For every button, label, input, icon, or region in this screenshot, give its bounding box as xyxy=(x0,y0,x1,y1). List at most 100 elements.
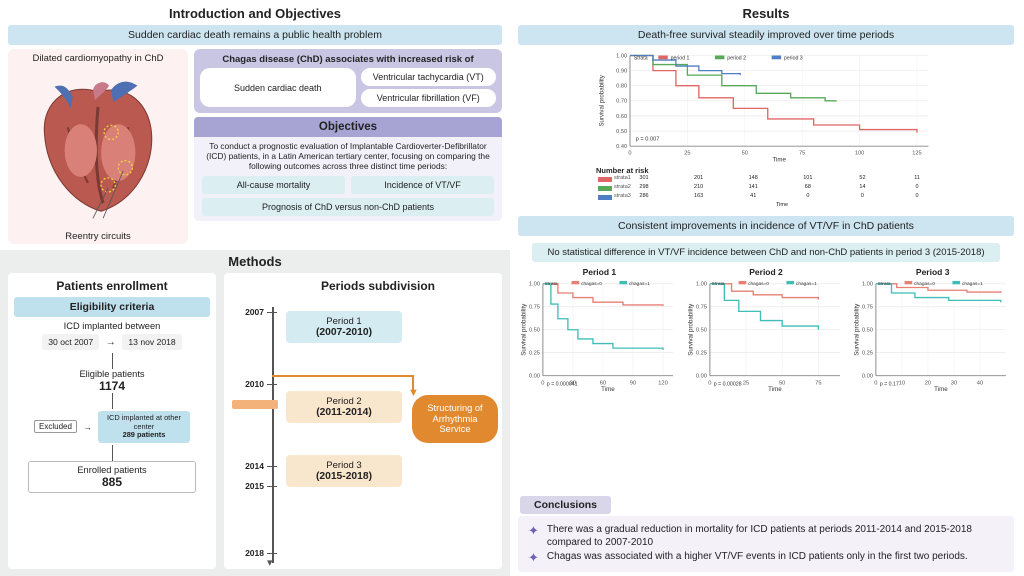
period-3-label: Period 3 xyxy=(326,460,361,471)
panel-title: Period 1 xyxy=(518,267,681,277)
risk-row: strata13012011481015211 xyxy=(596,175,936,184)
km-survival-plot: 0.400.500.600.700.800.901.00025507510012… xyxy=(596,49,936,164)
intro-right-stack: Chagas disease (ChD) associates with inc… xyxy=(194,49,502,244)
svg-text:Survival probability: Survival probability xyxy=(854,303,861,356)
heart-card: Dilated cardiomyopathy in ChD xyxy=(8,49,188,244)
periods-card: Periods subdivision 20072010201120142015… xyxy=(224,273,502,569)
methods-section: Methods Patients enrollment Eligibility … xyxy=(0,250,510,576)
period-3-range: (2015-2018) xyxy=(292,471,396,482)
svg-text:1.00: 1.00 xyxy=(616,53,627,59)
period-2-label: Period 2 xyxy=(326,396,361,407)
periods-title: Periods subdivision xyxy=(260,279,496,293)
timeline-year: 2015 xyxy=(245,481,264,491)
svg-text:0: 0 xyxy=(628,151,631,157)
obj-pill-mortality: All-cause mortality xyxy=(202,176,345,194)
excluded-reason: ICD implanted at other center xyxy=(103,414,185,431)
date-from: 30 oct 2007 xyxy=(42,334,99,350)
svg-text:Time: Time xyxy=(768,386,782,393)
period-2-range: (2011-2014) xyxy=(292,407,396,418)
left-column: Introduction and Objectives Sudden cardi… xyxy=(0,0,510,576)
svg-text:p = 0.17: p = 0.17 xyxy=(880,381,899,387)
number-at-risk-block: Number at risk strata13012011481015211st… xyxy=(596,166,936,212)
intro-objectives-section: Introduction and Objectives Sudden cardi… xyxy=(0,0,510,250)
km-panel: Period 20.000.250.500.751.000255075TimeS… xyxy=(685,267,848,395)
objectives-text: To conduct a prognostic evaluation of Im… xyxy=(194,137,502,176)
km-three-panels: Period 10.000.250.500.751.000306090120Ti… xyxy=(518,267,1014,395)
conclusions-header: Conclusions xyxy=(520,496,611,514)
obj-pill-vtvf: Incidence of VT/VF xyxy=(351,176,494,194)
svg-text:10: 10 xyxy=(899,380,905,386)
timeline-year: 2018 xyxy=(245,548,264,558)
results-banner-3: No statistical difference in VT/VF incid… xyxy=(532,243,1000,262)
heart-caption-bottom: Reentry circuits xyxy=(65,231,130,242)
service-box-text: Structuring of Arrhythmia Service xyxy=(427,403,482,434)
svg-text:0.40: 0.40 xyxy=(616,144,627,150)
svg-text:1.00: 1.00 xyxy=(696,282,707,288)
sparkle-icon: ✦ xyxy=(528,524,539,549)
svg-text:0.00: 0.00 xyxy=(529,374,540,380)
km-panel: Period 10.000.250.500.751.000306090120Ti… xyxy=(518,267,681,395)
risk-label: Number at risk xyxy=(596,166,936,175)
risk-pill-scd: Sudden cardiac death xyxy=(200,68,356,107)
excluded-card: ICD implanted at other center 289 patien… xyxy=(98,411,190,443)
arrow-right-icon: → xyxy=(83,422,92,432)
chd-risk-card: Chagas disease (ChD) associates with inc… xyxy=(194,49,502,113)
svg-text:50: 50 xyxy=(742,151,748,157)
km-panel: Period 30.000.250.500.751.00010203040Tim… xyxy=(851,267,1014,395)
svg-text:Survival probability: Survival probability xyxy=(599,74,606,126)
svg-text:0.00: 0.00 xyxy=(696,374,707,380)
conclusions-section: Conclusions ✦ There was a gradual reducti… xyxy=(518,496,1014,572)
svg-text:chagas=0: chagas=0 xyxy=(914,281,935,287)
enroll-title: Patients enrollment xyxy=(14,279,210,293)
objectives-header: Objectives xyxy=(194,117,502,137)
svg-text:0.25: 0.25 xyxy=(696,351,707,357)
conclusion-text: There was a gradual reduction in mortali… xyxy=(547,524,1004,549)
risk-pill-vt: Ventricular tachycardia (VT) xyxy=(361,68,497,86)
panel-title: Period 2 xyxy=(685,267,848,277)
results-title: Results xyxy=(518,6,1014,21)
svg-text:100: 100 xyxy=(855,151,864,157)
svg-text:0.75: 0.75 xyxy=(862,305,873,311)
sparkle-icon: ✦ xyxy=(528,551,539,564)
conclusion-item: ✦ There was a gradual reduction in mortal… xyxy=(528,524,1004,549)
svg-text:chagas=1: chagas=1 xyxy=(962,281,983,287)
eligible-metric: Eligible patients 1174 xyxy=(14,369,210,393)
timeline-year: 2007 xyxy=(245,307,264,317)
svg-text:period 1: period 1 xyxy=(671,55,690,61)
methods-title: Methods xyxy=(8,254,502,269)
intro-title: Introduction and Objectives xyxy=(8,6,502,21)
enrolled-n: 885 xyxy=(29,475,195,489)
enrollment-card: Patients enrollment Eligibility criteria… xyxy=(8,273,216,569)
svg-text:0.25: 0.25 xyxy=(862,351,873,357)
period-2-box: Period 2 (2011-2014) xyxy=(286,391,402,423)
conclusion-text: Chagas was associated with a higher VT/V… xyxy=(547,551,968,564)
svg-text:period 3: period 3 xyxy=(784,55,803,61)
svg-text:Time: Time xyxy=(601,386,615,393)
svg-text:0.75: 0.75 xyxy=(696,305,707,311)
period-1-box: Period 1 (2007-2010) xyxy=(286,311,402,343)
svg-text:chagas=1: chagas=1 xyxy=(629,281,650,287)
results-banner-1: Death-free survival steadily improved ov… xyxy=(518,25,1014,45)
svg-text:0.70: 0.70 xyxy=(616,99,627,105)
svg-text:125: 125 xyxy=(912,151,921,157)
svg-text:0.50: 0.50 xyxy=(696,328,707,334)
svg-text:p = 0.007: p = 0.007 xyxy=(636,137,660,143)
svg-text:0: 0 xyxy=(541,380,544,386)
chd-risk-header: Chagas disease (ChD) associates with inc… xyxy=(200,54,496,65)
eligible-label: Eligible patients xyxy=(79,369,144,379)
timeline-year: 2010 xyxy=(245,379,264,389)
svg-text:0.50: 0.50 xyxy=(616,129,627,135)
svg-text:0.00: 0.00 xyxy=(862,374,873,380)
results-banner-2: Consistent improvements in incidence of … xyxy=(518,216,1014,236)
excluded-tag: Excluded xyxy=(34,420,77,433)
svg-text:Time: Time xyxy=(935,386,949,393)
svg-text:Strata: Strata xyxy=(711,281,724,287)
eligibility-bar: Eligibility criteria xyxy=(14,297,210,317)
excluded-n: 289 patients xyxy=(123,430,166,439)
obj-pill-prognosis: Prognosis of ChD versus non-ChD patients xyxy=(202,198,494,216)
panel-title: Period 3 xyxy=(851,267,1014,277)
arrow-down-icon: ▼ xyxy=(408,387,419,399)
svg-text:120: 120 xyxy=(658,380,668,386)
heart-illustration xyxy=(12,64,184,231)
right-column: Results Death-free survival steadily imp… xyxy=(510,0,1024,576)
